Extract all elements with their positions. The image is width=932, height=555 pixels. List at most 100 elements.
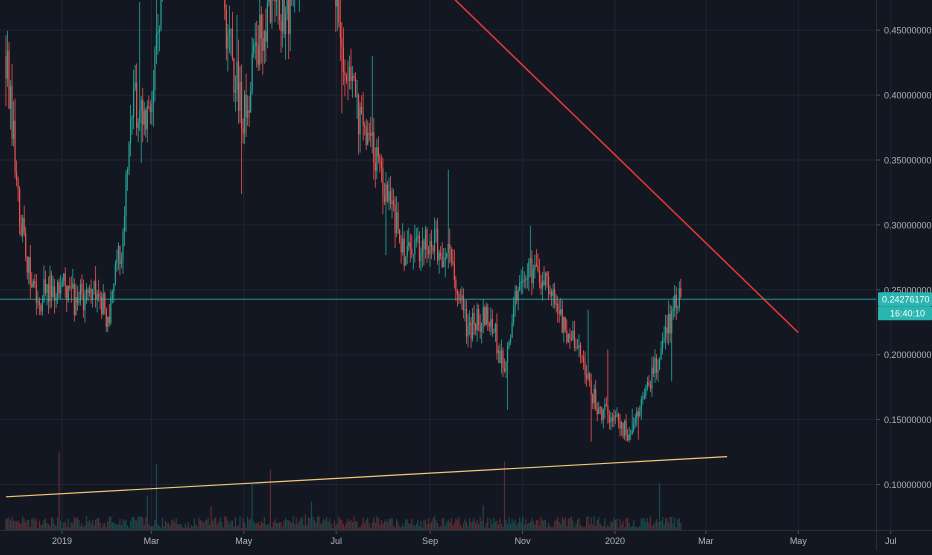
volume-bar <box>180 523 182 530</box>
volume-bar <box>373 517 375 530</box>
candle-body <box>257 46 259 65</box>
volume-bar <box>433 516 436 530</box>
volume-bar <box>131 517 133 530</box>
candle-body <box>240 81 243 129</box>
candle-body <box>526 278 528 280</box>
volume-bar <box>394 527 396 530</box>
volume-bar <box>254 523 256 530</box>
candle-body <box>237 61 240 111</box>
volume-bar <box>22 516 24 530</box>
candle-body <box>619 421 621 429</box>
volume-bar <box>449 522 451 530</box>
volume-bar <box>61 527 63 530</box>
volume-bar <box>215 517 217 530</box>
volume-bar <box>25 522 27 530</box>
candle-body <box>582 356 585 362</box>
candle-body <box>561 309 563 333</box>
candle-body <box>107 316 109 327</box>
candle-body <box>271 0 273 23</box>
volume-bar <box>339 519 341 530</box>
candle-body <box>511 322 513 339</box>
volume-bar <box>104 522 106 530</box>
candle-body <box>280 20 282 32</box>
candle-body <box>648 381 650 386</box>
candle-body <box>547 276 550 294</box>
candle-body <box>8 50 10 109</box>
volume-bar <box>53 524 56 530</box>
candle-body <box>14 120 16 173</box>
candle-body <box>479 325 481 332</box>
trendline-resistance[interactable] <box>6 0 799 334</box>
volume-bar <box>281 526 284 530</box>
volume-bar <box>604 518 606 530</box>
candle-body <box>31 283 33 288</box>
candle-body <box>394 204 396 234</box>
volume-bar <box>424 519 427 530</box>
volume-bar <box>429 524 431 530</box>
volume-bar <box>69 527 71 530</box>
candle-body <box>259 14 261 65</box>
volume-bar <box>137 516 139 530</box>
volume-bar <box>327 521 329 530</box>
candle-body <box>50 275 53 298</box>
candle-body <box>26 256 28 273</box>
volume-bar <box>418 525 420 530</box>
volume-bar <box>362 517 364 530</box>
candle-body <box>254 42 256 46</box>
trendlines[interactable] <box>0 0 876 498</box>
volume-bar <box>31 519 33 530</box>
candle-body <box>119 245 121 264</box>
candle-body <box>371 132 373 136</box>
volume-bar <box>52 518 54 530</box>
volume-bar <box>189 527 191 530</box>
volume-bar <box>423 520 425 530</box>
volume-bar <box>657 521 659 530</box>
volume-bar <box>395 519 398 530</box>
volume-bar <box>82 527 85 530</box>
candle-body <box>665 327 667 339</box>
volume-bar <box>216 524 218 530</box>
volume-bar <box>66 526 68 530</box>
volume-bar <box>301 517 303 530</box>
volume-bar <box>587 516 589 530</box>
volume-bar <box>247 516 249 530</box>
volume-bar <box>525 519 527 530</box>
candle-body <box>105 308 107 327</box>
volume-bar <box>493 517 495 530</box>
volume-bar <box>128 527 130 530</box>
candle-body <box>151 104 153 113</box>
volume-bar <box>142 517 144 530</box>
candle-body <box>596 409 598 415</box>
volume-bar <box>380 519 382 530</box>
candle-body <box>41 302 44 312</box>
volume-bar <box>447 519 449 530</box>
candle-body <box>146 106 148 130</box>
candle-body <box>140 99 142 111</box>
volume-bar <box>227 520 229 530</box>
volume-bar <box>313 520 316 530</box>
candle-body <box>579 345 582 357</box>
time-axis-label: Jul <box>885 536 897 546</box>
volume-bar <box>535 520 538 530</box>
volume-bar <box>450 518 452 530</box>
volume-bar <box>139 516 141 530</box>
candle-body <box>40 305 42 312</box>
trendline-support[interactable] <box>5 455 728 498</box>
price-axis[interactable]: 0.850000000.800000000.750000000.70000000… <box>876 0 932 550</box>
candle-body <box>392 200 395 205</box>
volume-bar <box>636 526 638 530</box>
volume-bar <box>243 522 246 530</box>
volume-bar <box>205 519 208 530</box>
candle-body <box>391 200 393 204</box>
candle-body <box>666 327 668 334</box>
time-axis[interactable]: 2019MarMayJulSepNov2020MarMayJulSep <box>0 530 932 546</box>
candle-body <box>421 240 424 254</box>
volume-bar <box>354 521 357 530</box>
price-axis-label: 0.20000000 <box>884 350 932 360</box>
volume-bar <box>593 516 595 530</box>
candle-body <box>125 173 127 216</box>
candle-body <box>497 350 500 354</box>
candle-body <box>44 279 47 293</box>
volume-bar <box>228 524 230 530</box>
volume-bar <box>183 527 185 530</box>
